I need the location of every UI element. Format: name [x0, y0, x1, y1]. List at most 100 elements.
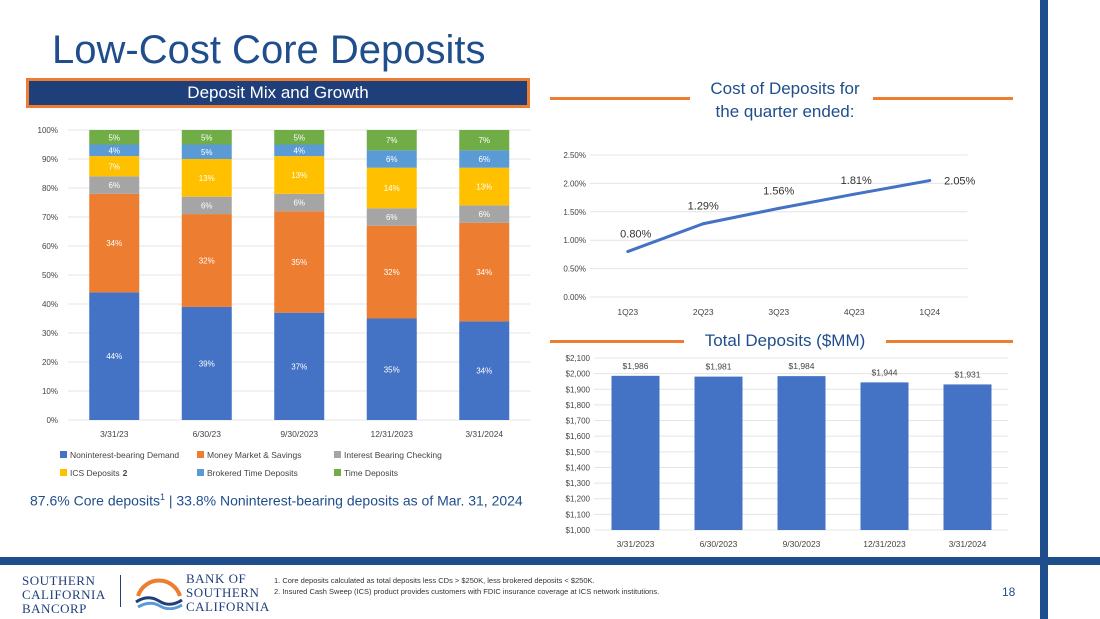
mix-bar-segment — [366, 318, 417, 420]
cost-x-tick-label: 2Q23 — [693, 307, 714, 317]
cost-y-tick-label: 2.50% — [563, 151, 586, 160]
logo-left-line-1: SOUTHERN — [22, 573, 96, 588]
cost-data-label: 1.29% — [688, 201, 719, 213]
mix-bar-segment — [459, 150, 510, 168]
core-note-a: 87.6% Core deposits — [30, 492, 160, 509]
cost-x-tick-label: 4Q23 — [844, 307, 865, 317]
cost-point — [626, 250, 630, 254]
mix-data-label: 34% — [106, 239, 122, 248]
cost-y-tick-label: 1.00% — [563, 236, 586, 245]
mix-data-label: 34% — [476, 367, 492, 376]
total-y-tick-label: $1,300 — [566, 479, 591, 488]
total-data-label: $1,944 — [872, 367, 898, 377]
total-y-tick-label: $1,600 — [566, 432, 591, 441]
mix-bar-segment — [89, 292, 140, 420]
mix-y-tick-label: 30% — [42, 329, 58, 338]
footnote-2: 2. Insured Cash Sweep (ICS) product prov… — [274, 587, 660, 596]
mix-data-label: 7% — [478, 136, 490, 145]
mix-data-label: 13% — [199, 174, 215, 183]
mix-legend-label: Brokered Time Deposits — [207, 468, 298, 478]
mix-data-label: 6% — [386, 155, 398, 164]
mix-data-label: 37% — [291, 362, 307, 371]
mix-bar-segment — [89, 130, 140, 145]
mix-data-label: 5% — [201, 133, 213, 142]
mix-bar-segment — [366, 225, 417, 319]
mix-data-label: 14% — [384, 184, 400, 193]
mix-bar-segment — [181, 306, 232, 420]
logo-divider — [120, 575, 121, 607]
total-deposits-chart: $1,000 $1,100 $1,200 $1,300 $1,400 $1,500 $1,6… — [566, 354, 1008, 549]
mix-bar-segment — [89, 176, 140, 194]
cost-title-line-2: the quarter ended: — [715, 102, 855, 121]
total-data-label: $1,984 — [789, 361, 815, 371]
total-title-rule-right — [886, 340, 1013, 343]
total-y-tick-label: $1,400 — [566, 463, 591, 472]
total-y-tick-label: $1,100 — [566, 510, 591, 519]
mix-data-label: 6% — [108, 181, 120, 190]
mix-bar-segment — [274, 144, 325, 157]
mix-data-label: 6% — [478, 155, 490, 164]
mix-bar-segment — [366, 130, 417, 151]
mix-bar-segment — [459, 222, 510, 322]
total-title-rule-left — [550, 340, 684, 343]
mix-legend-label: Time Deposits — [344, 468, 398, 478]
cost-of-deposits-title: Cost of Deposits for the quarter ended: — [690, 77, 880, 123]
logo-right-line-1: BANK OF — [186, 571, 247, 586]
mix-y-tick-label: 20% — [42, 358, 58, 367]
total-y-tick-label: $1,900 — [566, 385, 591, 394]
mix-bar-segment — [181, 144, 232, 159]
cost-title-rule-left — [550, 97, 690, 100]
mix-bar-segment — [274, 193, 325, 212]
total-x-tick-label: 12/31/2023 — [863, 539, 906, 549]
bank-of-southern-california-logo: BANK OF SOUTHERN CALIFORNIA — [186, 572, 270, 614]
mix-bar-segment — [366, 167, 417, 209]
mix-bar-segment — [274, 312, 325, 420]
core-deposits-note: 87.6% Core deposits1 | 33.8% Noninterest… — [30, 492, 523, 509]
deposit-mix-header: Deposit Mix and Growth — [26, 78, 530, 108]
cost-title-line-1: Cost of Deposits for — [710, 79, 860, 98]
mix-bar-segment — [89, 193, 140, 293]
mix-data-label: 7% — [386, 136, 398, 145]
footnotes: 1. Core deposits calculated as total dep… — [274, 575, 659, 597]
mix-x-tick-label: 3/31/2024 — [465, 429, 503, 439]
mix-bar-segment — [181, 214, 232, 307]
mix-data-label: 32% — [384, 268, 400, 277]
mix-y-tick-label: 80% — [42, 184, 58, 193]
total-data-label: $1,981 — [706, 362, 732, 372]
mix-data-label: 44% — [106, 352, 122, 361]
mix-legend-swatch — [197, 469, 204, 476]
mix-legend-swatch — [334, 451, 341, 458]
mix-data-label: 34% — [476, 268, 492, 277]
total-bar — [694, 376, 743, 530]
logo-right-line-3: CALIFORNIA — [186, 599, 270, 614]
total-y-tick-label: $1,500 — [566, 448, 591, 457]
logo-right-line-2: SOUTHERN — [186, 585, 260, 600]
mix-bar-segment — [274, 130, 325, 145]
cost-y-tick-label: 2.00% — [563, 179, 586, 188]
deposit-mix-chart: 0% 10% 20% 30% 40% 50% 60% 70% 80% 90% 100% 44% 34% 6… — [38, 126, 531, 478]
mix-data-label: 7% — [108, 162, 120, 171]
cost-point — [852, 192, 856, 196]
mix-legend-swatch — [197, 451, 204, 458]
cost-point — [777, 206, 781, 210]
total-deposits-title: Total Deposits ($MM) — [704, 331, 866, 350]
mix-y-tick-label: 40% — [42, 300, 58, 309]
mix-data-label: 4% — [108, 146, 120, 155]
total-y-tick-label: $2,000 — [566, 370, 591, 379]
mix-legend-swatch — [60, 469, 67, 476]
mix-y-tick-label: 70% — [42, 213, 58, 222]
logo-left-line-3: BANCORP — [22, 601, 87, 616]
mix-bar-segment — [89, 156, 140, 177]
total-y-tick-label: $1,700 — [566, 417, 591, 426]
mix-data-label: 5% — [201, 148, 213, 157]
mix-y-tick-label: 100% — [38, 126, 58, 135]
mix-x-tick-label: 6/30/23 — [193, 429, 222, 439]
mix-bar-segment — [459, 205, 510, 223]
mix-bar-segment — [459, 321, 510, 420]
southern-california-bancorp-logo: SOUTHERN CALIFORNIA BANCORP — [22, 574, 106, 616]
mix-bar-segment — [181, 130, 232, 145]
page-title: Low-Cost Core Deposits — [52, 28, 486, 72]
mix-bar-segment — [89, 144, 140, 157]
total-x-tick-label: 3/31/2024 — [949, 539, 987, 549]
mix-bar-segment — [459, 130, 510, 151]
